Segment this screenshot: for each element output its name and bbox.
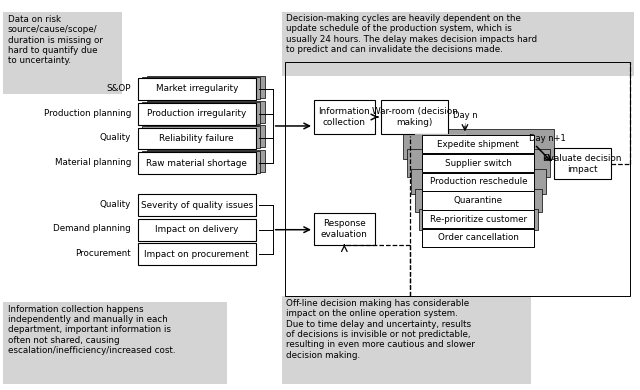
Bar [142, 102, 260, 124]
Bar [147, 150, 265, 172]
Bar [147, 101, 265, 122]
Bar [282, 296, 531, 384]
Text: Day n+1: Day n+1 [529, 134, 566, 144]
Bar [138, 243, 256, 265]
Text: Information
collection: Information collection [319, 107, 370, 127]
Text: Market irregularity: Market irregularity [156, 84, 238, 94]
Text: Day n: Day n [452, 110, 477, 120]
Bar [285, 62, 630, 296]
Text: Evaluate decision
impact: Evaluate decision impact [543, 154, 621, 174]
Text: Production irregularity: Production irregularity [147, 109, 246, 119]
Bar [422, 229, 534, 247]
Bar [138, 152, 256, 174]
Bar [422, 191, 534, 210]
Bar [381, 100, 448, 134]
Text: Production planning: Production planning [44, 108, 131, 118]
Text: Response
evaluation: Response evaluation [321, 219, 368, 239]
Text: Supplier switch: Supplier switch [445, 158, 512, 168]
Text: Reliability failure: Reliability failure [159, 134, 234, 143]
Bar [422, 172, 534, 191]
Text: Raw material shortage: Raw material shortage [147, 158, 247, 168]
Bar [3, 302, 227, 384]
Bar [554, 148, 611, 179]
Text: Re-prioritize customer: Re-prioritize customer [430, 215, 527, 224]
Bar [422, 135, 534, 153]
Text: Quality: Quality [100, 133, 131, 142]
Bar [138, 219, 256, 241]
Bar [142, 77, 260, 99]
Text: Quality: Quality [100, 200, 131, 209]
Bar [138, 103, 256, 125]
Text: Order cancellation: Order cancellation [438, 233, 519, 243]
Text: Impact on procurement: Impact on procurement [145, 250, 249, 259]
Text: Production reschedule: Production reschedule [429, 177, 527, 186]
Bar [422, 229, 534, 247]
Text: Procurement: Procurement [76, 249, 131, 258]
Text: Severity of quality issues: Severity of quality issues [141, 200, 253, 210]
Bar [282, 12, 634, 76]
Text: Off-line decision making has considerable
impact on the online operation system.: Off-line decision making has considerabl… [286, 299, 475, 360]
Text: Expedite shipment: Expedite shipment [438, 140, 519, 149]
Text: S&OP: S&OP [107, 83, 131, 93]
Text: Data on risk
source/cause/scope/
duration is missing or
hard to quantify due
to : Data on risk source/cause/scope/ duratio… [8, 15, 102, 66]
Bar [314, 213, 375, 245]
Bar [403, 129, 554, 159]
Bar [147, 125, 265, 147]
Bar [314, 100, 375, 134]
Bar [3, 12, 122, 94]
Bar [142, 151, 260, 173]
Bar [138, 128, 256, 149]
Text: War-room (decision
making): War-room (decision making) [372, 107, 458, 127]
Bar [142, 126, 260, 148]
Text: Information collection happens
independently and manually in each
department, im: Information collection happens independe… [8, 305, 175, 355]
Bar [422, 154, 534, 172]
Text: Decision-making cycles are heavily dependent on the
update schedule of the produ: Decision-making cycles are heavily depen… [286, 14, 537, 54]
Bar [138, 194, 256, 216]
Text: Quarantine: Quarantine [454, 196, 503, 205]
Bar [419, 209, 538, 229]
Bar [411, 169, 546, 194]
Text: Demand planning: Demand planning [54, 224, 131, 234]
Bar [407, 149, 550, 177]
Bar [138, 78, 256, 100]
Bar [147, 76, 265, 98]
Bar [415, 189, 542, 212]
Bar [422, 210, 534, 229]
Text: Impact on delivery: Impact on delivery [155, 225, 239, 234]
Text: Material planning: Material planning [55, 158, 131, 167]
